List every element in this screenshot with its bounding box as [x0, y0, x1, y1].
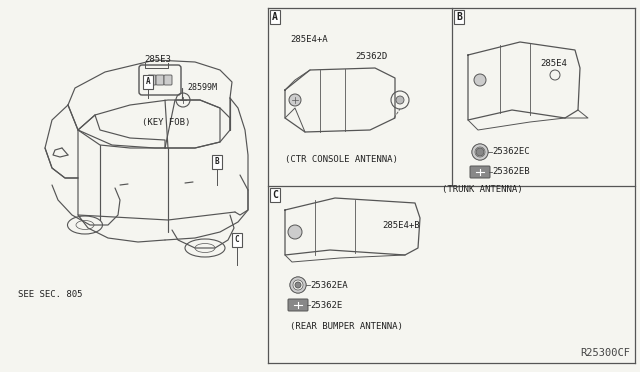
Text: R25300CF: R25300CF: [580, 348, 630, 358]
Circle shape: [474, 74, 486, 86]
Text: 25362EC: 25362EC: [492, 148, 530, 157]
FancyBboxPatch shape: [164, 75, 172, 85]
Circle shape: [476, 148, 484, 156]
Text: C: C: [235, 235, 239, 244]
Text: C: C: [272, 190, 278, 200]
Text: A: A: [146, 77, 150, 87]
Text: 25362E: 25362E: [310, 301, 342, 310]
Text: 25362EA: 25362EA: [310, 280, 348, 289]
Circle shape: [289, 94, 301, 106]
Text: 25362D: 25362D: [355, 52, 387, 61]
Text: A: A: [272, 12, 278, 22]
Text: 285E4: 285E4: [540, 58, 567, 67]
Text: (KEY FOB): (KEY FOB): [142, 118, 190, 127]
Circle shape: [396, 96, 404, 104]
FancyBboxPatch shape: [288, 299, 308, 311]
Text: (TRUNK ANTENNA): (TRUNK ANTENNA): [442, 185, 522, 194]
Text: 285E3: 285E3: [145, 55, 172, 64]
Text: 28599M: 28599M: [187, 83, 217, 93]
FancyBboxPatch shape: [470, 166, 490, 178]
Text: 285E4+B: 285E4+B: [382, 221, 420, 231]
Text: (REAR BUMPER ANTENNA): (REAR BUMPER ANTENNA): [290, 322, 403, 331]
Circle shape: [288, 225, 302, 239]
Text: SEE SEC. 805: SEE SEC. 805: [18, 290, 83, 299]
Text: B: B: [214, 157, 220, 167]
FancyBboxPatch shape: [156, 75, 164, 85]
Text: B: B: [456, 12, 462, 22]
Circle shape: [295, 282, 301, 288]
Text: (CTR CONSOLE ANTENNA): (CTR CONSOLE ANTENNA): [285, 155, 398, 164]
Text: 285E4+A: 285E4+A: [290, 35, 328, 44]
Text: 25362EB: 25362EB: [492, 167, 530, 176]
FancyBboxPatch shape: [148, 75, 156, 85]
